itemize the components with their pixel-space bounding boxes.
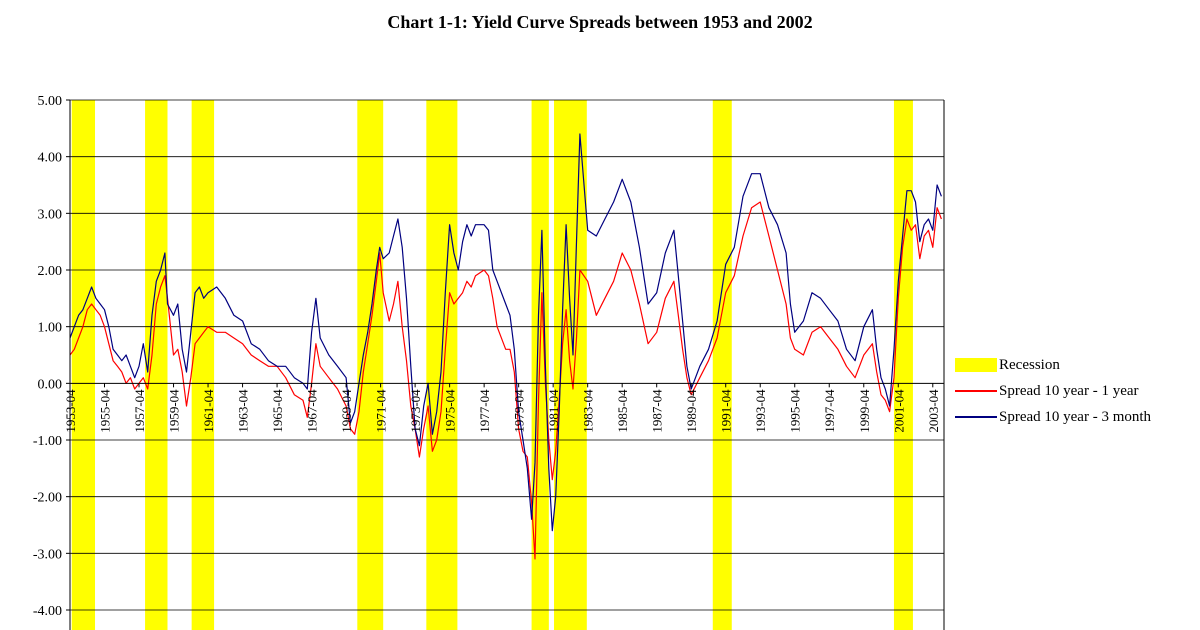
x-tick-label-10: 1973-04 <box>408 389 423 433</box>
x-tick-label-21: 1995-04 <box>788 389 803 433</box>
x-tick-label-16: 1985-04 <box>615 389 630 433</box>
recession-band-2 <box>191 100 215 630</box>
legend-label-spread-3m: Spread 10 year - 3 month <box>999 408 1152 425</box>
x-tick-label-14: 1981-04 <box>546 389 561 433</box>
y-tick-label-9: -4.00 <box>33 604 62 619</box>
legend-label-spread-1y: Spread 10 year - 1 year <box>999 382 1139 399</box>
x-tick-label-9: 1971-04 <box>374 389 389 433</box>
x-tick-label-25: 2003-04 <box>926 389 941 433</box>
x-tick-label-13: 1979-04 <box>512 389 527 433</box>
x-tick-label-17: 1987-04 <box>650 389 665 433</box>
recession-band-8 <box>893 100 913 630</box>
x-tick-label-0: 1953-04 <box>63 389 78 433</box>
x-tick-labels: 1953-04 1955-04 1957-04 1959-04 1961-04 1963-… <box>63 389 941 433</box>
x-tick-label-2: 1957-04 <box>132 389 147 433</box>
y-tick-label-2: 3.00 <box>38 207 63 222</box>
y-tick-label-3: 2.00 <box>38 264 63 279</box>
x-tick-label-18: 1989-04 <box>684 389 699 433</box>
legend-item-spread-1y: Spread 10 year - 1 year <box>955 378 1151 404</box>
legend-swatch-spread-3m <box>955 416 997 418</box>
x-tick-label-8: 1969-04 <box>339 389 354 433</box>
recession-band-7 <box>712 100 732 630</box>
x-tick-label-20: 1993-04 <box>753 389 768 433</box>
y-tick-label-7: -2.00 <box>33 491 62 506</box>
legend-swatch-spread-1y <box>955 390 997 392</box>
x-tick-label-5: 1963-04 <box>236 389 251 433</box>
y-tick-label-5: 0.00 <box>38 377 63 392</box>
x-tick-label-15: 1983-04 <box>581 389 596 433</box>
y-tick-label-0: 5.00 <box>38 94 63 109</box>
legend: Recession Spread 10 year - 1 year Spread… <box>955 352 1151 430</box>
legend-swatch-recession <box>955 358 997 372</box>
x-tick-label-24: 2001-04 <box>891 389 906 433</box>
y-tick-label-4: 1.00 <box>38 321 63 336</box>
y-tick-label-6: -1.00 <box>33 434 62 449</box>
legend-label-recession: Recession <box>999 356 1060 373</box>
x-tick-label-4: 1961-04 <box>201 389 216 433</box>
x-tick-label-22: 1997-04 <box>822 389 837 433</box>
y-tick-label-8: -3.00 <box>33 547 62 562</box>
x-tick-label-11: 1975-04 <box>443 389 458 433</box>
recession-band-0 <box>71 100 96 630</box>
recession-bands <box>71 100 913 630</box>
y-tick-labels: 5.00 4.00 3.00 2.00 1.00 0.00 -1.00 -2.00 -3.00 -… <box>33 94 62 619</box>
x-tick-label-23: 1999-04 <box>857 389 872 433</box>
legend-item-spread-3m: Spread 10 year - 3 month <box>955 404 1151 430</box>
gridlines <box>70 99 944 611</box>
x-tick-label-6: 1965-04 <box>270 389 285 433</box>
x-tick-label-19: 1991-04 <box>719 389 734 433</box>
y-tick-label-1: 4.00 <box>38 151 63 166</box>
recession-band-1 <box>145 100 168 630</box>
chart-title: Chart 1-1: Yield Curve Spreads between 1… <box>387 12 813 32</box>
legend-item-recession: Recession <box>955 352 1151 378</box>
axes <box>66 99 945 630</box>
x-tick-label-1: 1955-04 <box>98 389 113 433</box>
series-line-1 <box>69 133 942 532</box>
x-tick-label-7: 1967-04 <box>305 389 320 433</box>
x-tick-label-3: 1959-04 <box>167 389 182 433</box>
x-tick-label-12: 1977-04 <box>477 389 492 433</box>
